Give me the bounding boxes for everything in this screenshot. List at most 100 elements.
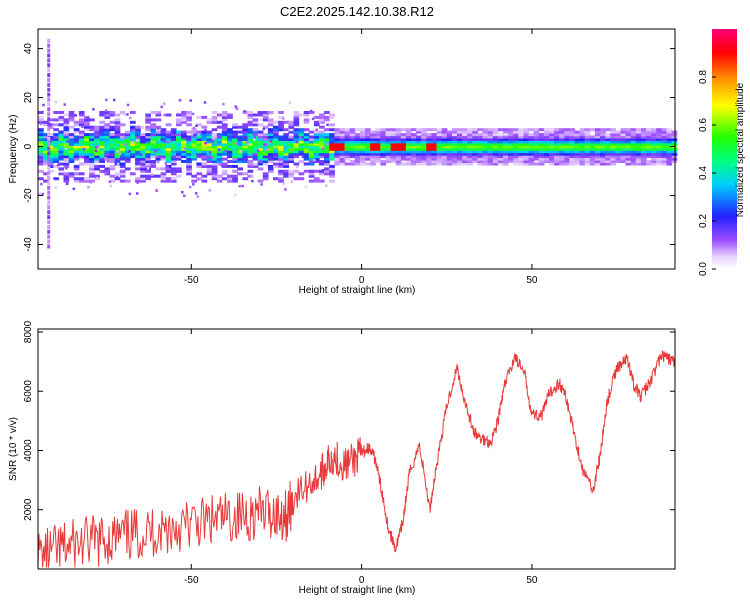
spectrogram-cell: [104, 169, 111, 173]
spectrogram-cell: [145, 115, 151, 119]
spectrogram-cell: [63, 135, 70, 139]
spectrogram-cell: [155, 147, 162, 151]
spectrogram-cell: [549, 147, 555, 151]
spectrogram-cell: [365, 157, 371, 161]
spectrogram-cell: [477, 135, 484, 139]
spectrogram-cell: [170, 160, 177, 163]
spectrogram-cell: [436, 147, 443, 151]
spectrogram-cell: [405, 128, 412, 132]
spectrogram-cell: [339, 155, 346, 159]
spectrogram-cell: [554, 150, 560, 154]
spectrogram-cell: [538, 162, 545, 166]
spectrogram-cell: [221, 130, 228, 134]
spectrogram-cell: [559, 128, 565, 132]
spectrogram-speckle: [104, 109, 108, 112]
spectrogram-cell: [569, 157, 576, 161]
spectrogram-cell: [441, 138, 448, 141]
spectrogram-cell: [73, 150, 80, 154]
spectrogram-cell: [426, 133, 432, 137]
spectrogram-cell: [140, 142, 146, 146]
spectrogram-cell: [181, 150, 187, 154]
spectrogram-cell: [564, 160, 570, 163]
spectrogram-cell: [232, 125, 238, 129]
spectrogram-cell: [206, 164, 213, 168]
spectrogram-cell: [492, 128, 499, 132]
spectrogram-cell: [68, 160, 75, 163]
spectrogram-cell: [242, 152, 249, 156]
spectrogram-cell: [73, 179, 80, 183]
spectrogram-speckle: [321, 147, 325, 150]
spectrogram-cell: [416, 160, 422, 163]
spectrogram-cell: [528, 135, 535, 139]
spectrogram-cell: [426, 157, 432, 161]
spectrogram-y-tick-label: 40: [23, 43, 34, 55]
spectrogram-cell: [375, 150, 381, 154]
spectrogram-cell: [584, 135, 591, 139]
spectrogram-speckle: [201, 179, 204, 183]
spectrogram-cell: [589, 157, 596, 161]
colorbar-tick-label: 0.2: [698, 214, 709, 228]
spectrogram-cell: [211, 155, 218, 159]
spectrogram-cell: [130, 152, 136, 156]
spectrogram-cell: [38, 162, 44, 166]
spectrogram-cell: [201, 133, 208, 137]
spectrogram-cell: [252, 128, 259, 132]
spectrogram-cell: [329, 172, 335, 176]
spectrogram-cell: [405, 145, 412, 149]
spectrogram-cell: [273, 164, 279, 168]
spectrogram-cell: [186, 164, 192, 168]
spectrogram-cell: [53, 138, 59, 141]
spectrogram-spur: [47, 92, 51, 97]
spectrogram-cell: [533, 162, 540, 166]
spectrogram-cell: [257, 147, 264, 151]
spectrogram-cell: [257, 123, 264, 127]
spectrogram-cell: [232, 133, 238, 137]
spectrogram-cell: [497, 142, 504, 146]
spectrogram-cell: [186, 172, 192, 176]
spectrogram-cell: [181, 135, 187, 139]
spectrogram-cell: [477, 145, 484, 149]
spectrogram-cell: [94, 142, 100, 146]
spectrogram-cell: [594, 138, 601, 141]
spectrogram-cell: [262, 172, 269, 176]
spectrogram-cell: [359, 155, 366, 159]
spectrogram-cell: [610, 128, 616, 132]
spectrogram-cell: [114, 125, 121, 129]
spectrogram-cell: [257, 160, 264, 163]
spectrogram-speckle: [102, 111, 106, 115]
spectrogram-cell: [247, 135, 254, 139]
spectrogram-cell: [145, 157, 151, 161]
spectrogram-cell: [99, 138, 105, 141]
spectrogram-cell: [339, 138, 346, 141]
spectrogram-cell: [145, 169, 151, 173]
spectrogram-cell: [53, 160, 59, 163]
spectrogram-cell: [635, 133, 642, 137]
spectrogram-cell: [543, 133, 550, 137]
spectrogram-cell: [359, 130, 366, 134]
spectrogram-cell: [298, 152, 305, 156]
spectrogram-cell: [462, 128, 468, 132]
spectrogram-cell: [109, 133, 116, 137]
spectrogram-cell: [528, 140, 535, 144]
spectrogram-cell: [288, 174, 295, 178]
spectrogram-cell: [375, 145, 381, 149]
spectrogram-cell: [155, 174, 162, 178]
spectrogram-cell: [319, 115, 325, 119]
spectrogram-cell: [416, 157, 422, 161]
spectrogram-cell: [569, 155, 576, 159]
spectrogram-cell: [216, 120, 223, 124]
spectrogram-speckle: [168, 140, 171, 143]
spectrogram-cell: [313, 177, 320, 181]
spectrogram-cell: [528, 162, 535, 166]
spectrogram-cell: [467, 162, 473, 166]
spectrogram-cell: [84, 160, 90, 163]
spectrogram-cell: [472, 145, 478, 149]
spectrogram-cell: [640, 157, 647, 161]
spectrogram-cell: [395, 147, 402, 151]
spectrogram-cell: [119, 162, 126, 166]
spectrogram-cell: [191, 133, 197, 137]
spectrogram-cell: [467, 128, 473, 132]
spectrogram-cell: [574, 130, 581, 134]
spectrogram-cell: [99, 157, 105, 161]
spectrogram-cell: [370, 145, 376, 149]
